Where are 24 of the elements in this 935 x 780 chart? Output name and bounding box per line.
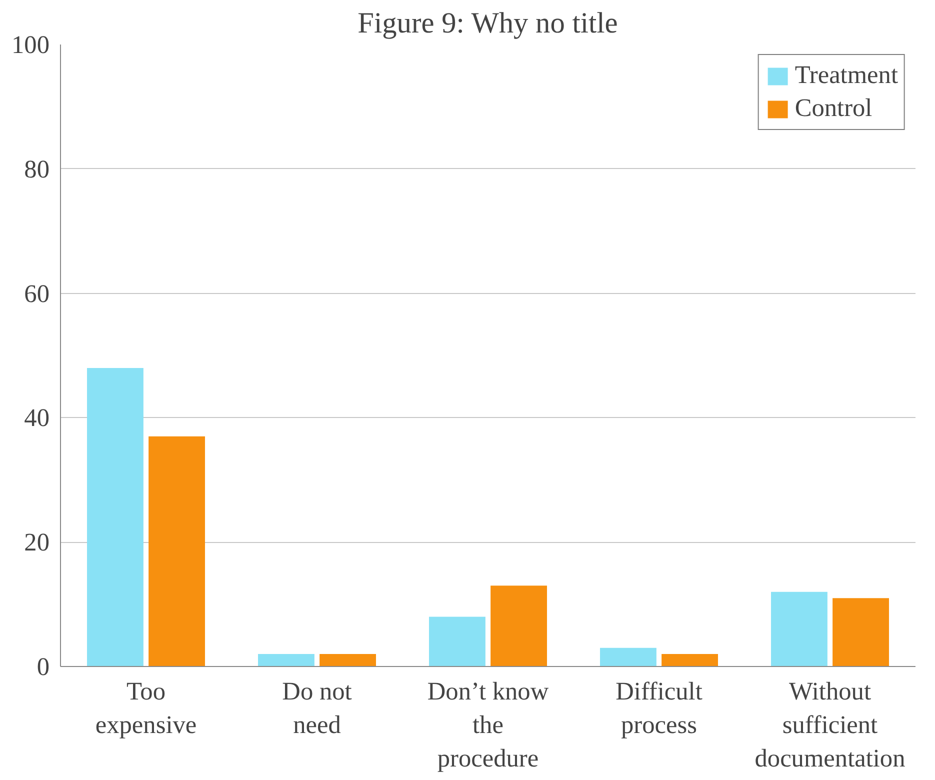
bar bbox=[87, 368, 144, 666]
y-tick-label: 60 bbox=[24, 280, 50, 308]
y-tick-label: 100 bbox=[12, 31, 50, 59]
y-tick-label: 80 bbox=[24, 155, 50, 184]
x-tick-label: Do not need bbox=[282, 678, 352, 740]
bar bbox=[771, 592, 828, 666]
bar bbox=[429, 616, 486, 666]
bar bbox=[258, 654, 314, 666]
bar bbox=[320, 654, 376, 666]
bar bbox=[600, 648, 656, 666]
y-tick-label: 40 bbox=[24, 404, 50, 432]
x-tick-label: Too expensive bbox=[95, 678, 197, 740]
legend-label: Control bbox=[794, 94, 872, 123]
bar bbox=[662, 654, 718, 666]
x-tick-label: Don’t know the procedure bbox=[427, 678, 550, 773]
bar bbox=[148, 436, 205, 666]
chart-title: Figure 9: Why no title bbox=[358, 8, 618, 40]
bar bbox=[832, 598, 889, 666]
legend-label: Treatment bbox=[794, 61, 898, 90]
x-tick-label: Without sufficient documentation bbox=[754, 678, 906, 773]
y-tick-label: 0 bbox=[36, 653, 50, 681]
bar bbox=[490, 586, 547, 666]
y-tick-label: 20 bbox=[24, 528, 50, 557]
x-tick-label: Difficult process bbox=[616, 678, 702, 740]
